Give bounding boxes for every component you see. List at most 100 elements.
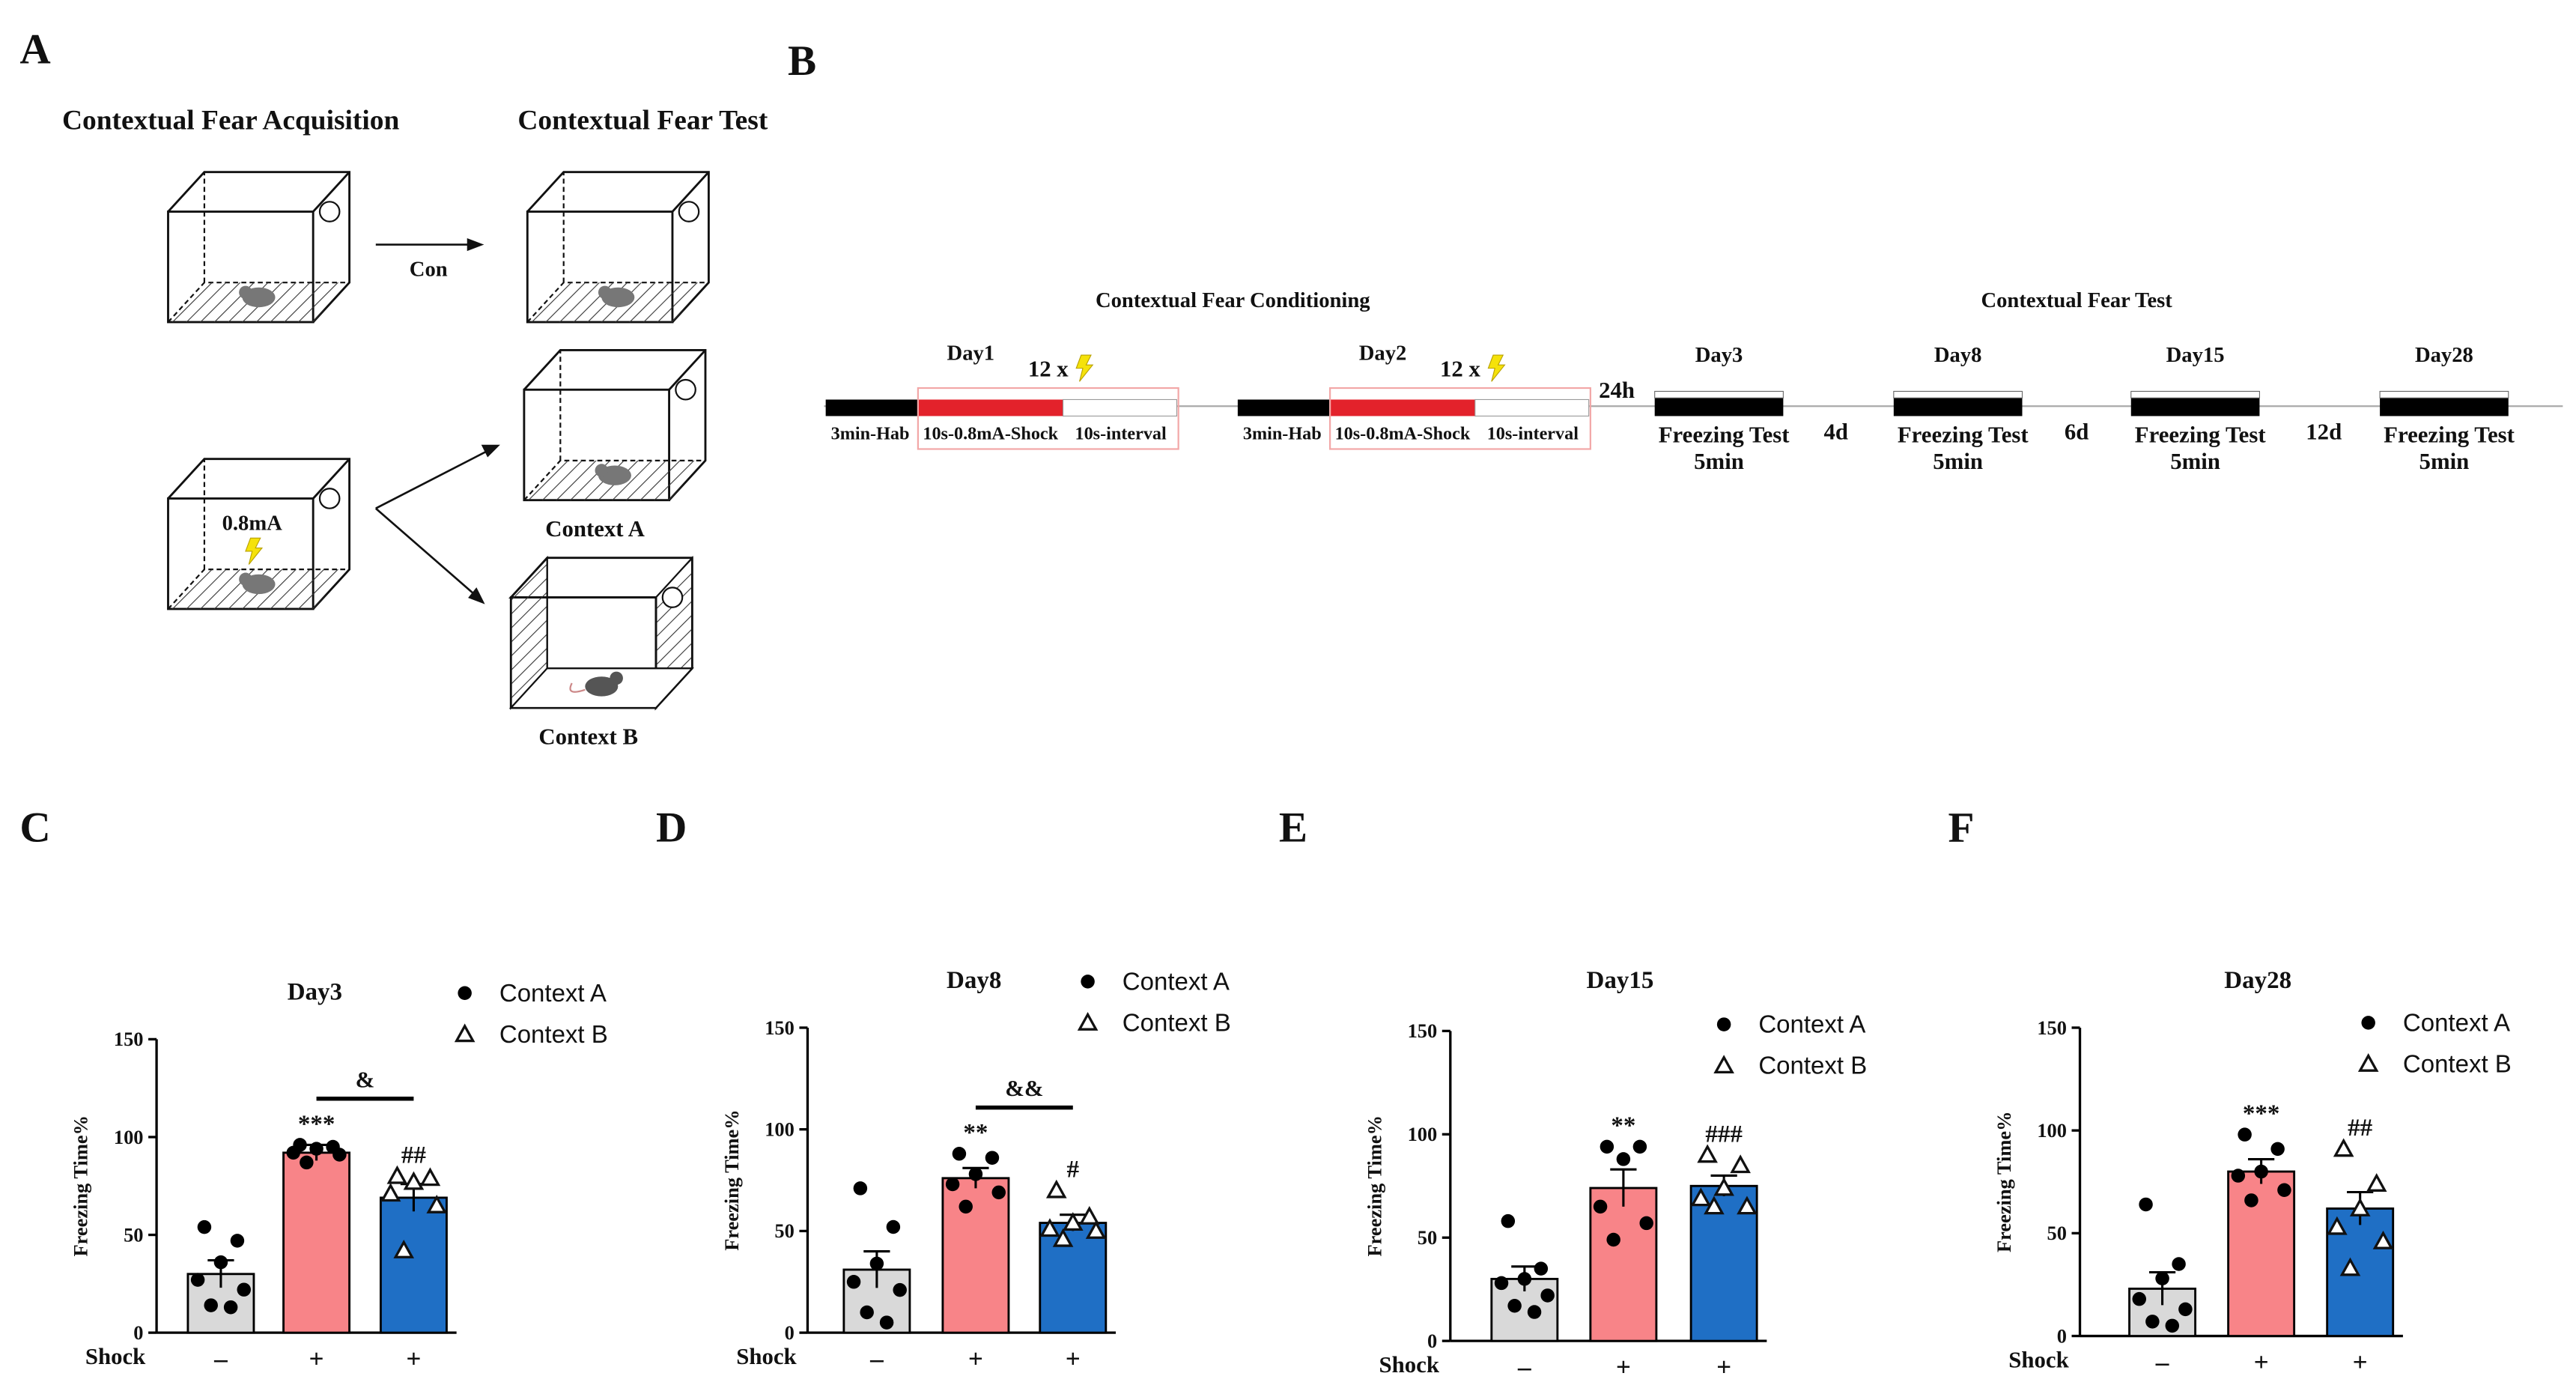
circle-marker — [1632, 1139, 1647, 1154]
triangle-marker — [1713, 1055, 1734, 1074]
circle-marker — [2254, 1164, 2268, 1179]
bar — [1589, 1187, 1658, 1342]
gap-label: 4d — [1824, 419, 1849, 444]
significance: ## — [2348, 1115, 2373, 1142]
shock-count: 12 x — [1028, 357, 1069, 382]
circle-marker — [309, 1142, 323, 1156]
x-axis-label: Shock — [736, 1344, 797, 1369]
circle-marker — [197, 1219, 212, 1234]
bracket-label: & — [356, 1067, 375, 1092]
circle-marker — [2361, 1016, 2375, 1030]
chart-title: Day28 — [2224, 967, 2291, 994]
y-tick-label: 0 — [133, 1321, 143, 1344]
context-label: Context A — [545, 516, 645, 542]
category-label: + — [2353, 1348, 2368, 1377]
legend-label: Context A — [2403, 1008, 2510, 1036]
y-axis-label: Freezing Time% — [1363, 1115, 1385, 1256]
triangle-marker — [393, 1240, 415, 1258]
phase-label: 10s-interval — [1075, 423, 1167, 443]
y-axis-label: Freezing Time% — [720, 1109, 743, 1250]
triangle-marker — [386, 1165, 408, 1184]
phase-label: 3min-Hab — [831, 423, 910, 443]
chamber — [509, 557, 693, 709]
circle-marker — [2172, 1257, 2186, 1271]
circle-marker — [1616, 1152, 1631, 1166]
circle-marker — [886, 1219, 901, 1234]
triangle-marker — [2357, 1052, 2379, 1072]
day-label: Day28 — [2415, 344, 2473, 367]
circle-marker — [1527, 1305, 1542, 1319]
triangle-marker — [1737, 1195, 1758, 1215]
x-axis-label: Shock — [1379, 1352, 1440, 1378]
significance: *** — [2243, 1100, 2280, 1127]
triangle-marker — [1697, 1144, 1718, 1163]
circle-marker — [2270, 1142, 2285, 1157]
day-label: Day8 — [1934, 344, 1982, 367]
category-label: + — [1716, 1352, 1731, 1381]
circle-marker — [1593, 1199, 1608, 1214]
triangle-marker — [1062, 1212, 1084, 1231]
chart-title: Day8 — [947, 967, 1001, 994]
category-label: + — [309, 1344, 324, 1373]
y-tick-label: 150 — [765, 1016, 795, 1039]
legend-label: Context B — [2403, 1049, 2512, 1077]
bar — [1039, 1222, 1108, 1334]
gap-label: 6d — [2065, 419, 2089, 444]
bar — [941, 1177, 1010, 1334]
circle-marker — [458, 986, 472, 1001]
circle-marker — [846, 1275, 861, 1289]
chamber — [167, 171, 351, 324]
significance: ### — [1705, 1121, 1743, 1148]
y-axis-label: Freezing Time% — [1993, 1112, 2015, 1252]
shock-count: 12 x — [1440, 357, 1480, 382]
legend-label: Context B — [1123, 1008, 1231, 1036]
circle-marker — [332, 1148, 347, 1162]
y-tick-label: 0 — [785, 1321, 795, 1344]
circle-marker — [223, 1300, 238, 1315]
panel-label: A — [19, 25, 50, 73]
legend-label: Context A — [1758, 1010, 1865, 1038]
panel-label: E — [1279, 804, 1307, 851]
test-label: Freezing Test — [1898, 422, 2029, 448]
phase-label: 10s-0.8mA-Shock — [923, 423, 1058, 443]
y-tick-label: 50 — [124, 1223, 143, 1246]
circle-marker — [237, 1282, 251, 1297]
circle-marker — [1540, 1288, 1555, 1303]
y-tick-label: 50 — [2047, 1222, 2067, 1244]
day-label: Day2 — [1359, 342, 1407, 366]
legend-label: Context A — [499, 979, 607, 1007]
legend-label: Context B — [1758, 1052, 1867, 1079]
triangle-marker — [1730, 1154, 1751, 1174]
day-label: Day15 — [2166, 344, 2225, 367]
circle-marker — [968, 1167, 983, 1181]
circle-marker — [1600, 1139, 1614, 1154]
chamber — [523, 348, 707, 502]
circle-marker — [1507, 1299, 1522, 1313]
context-label: Context B — [538, 724, 638, 749]
triangle-marker — [1713, 1177, 1734, 1196]
chart: Day3 Freezing Time% 0 50 100 150 Shock – + + *** ##… — [70, 979, 608, 1374]
y-tick-label: 150 — [1408, 1019, 1438, 1042]
panel-label: D — [656, 804, 687, 851]
bar — [282, 1151, 351, 1334]
category-label: + — [1616, 1352, 1631, 1381]
test-label: Freezing Test — [1659, 422, 1790, 448]
y-tick-label: 100 — [1408, 1123, 1438, 1145]
bar — [2227, 1170, 2296, 1337]
circle-marker — [1606, 1232, 1620, 1247]
category-label: – — [213, 1344, 228, 1373]
circle-marker — [2132, 1291, 2147, 1306]
day-label: Day1 — [947, 342, 995, 366]
arrow-label: Con — [410, 258, 448, 281]
significance: # — [1067, 1157, 1080, 1184]
heading: Contextual Fear Conditioning — [1096, 289, 1370, 312]
gap-label: 12d — [2306, 419, 2342, 444]
significance: ** — [963, 1120, 988, 1147]
y-tick-label: 150 — [2037, 1016, 2067, 1039]
panel-label: F — [1948, 804, 1974, 851]
circle-marker — [2178, 1302, 2193, 1317]
y-tick-label: 150 — [114, 1028, 144, 1050]
